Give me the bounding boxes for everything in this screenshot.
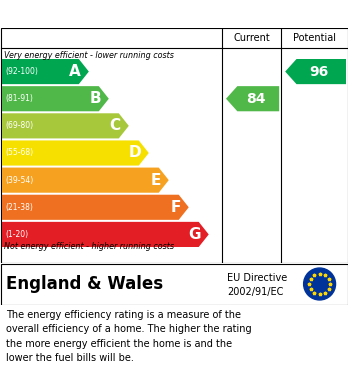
Text: Very energy efficient - lower running costs: Very energy efficient - lower running co… — [4, 51, 174, 60]
Text: A: A — [69, 64, 81, 79]
Text: Potential: Potential — [293, 33, 335, 43]
Polygon shape — [285, 59, 346, 84]
Polygon shape — [2, 195, 189, 220]
Text: G: G — [188, 227, 201, 242]
Text: (1-20): (1-20) — [5, 230, 28, 239]
Text: E: E — [150, 173, 161, 188]
Text: C: C — [110, 118, 121, 133]
Text: B: B — [89, 91, 101, 106]
Text: Not energy efficient - higher running costs: Not energy efficient - higher running co… — [4, 242, 174, 251]
Polygon shape — [2, 86, 109, 111]
Text: 96: 96 — [309, 65, 328, 79]
Polygon shape — [226, 86, 279, 111]
Text: (92-100): (92-100) — [5, 67, 38, 76]
Text: (39-54): (39-54) — [5, 176, 33, 185]
Polygon shape — [2, 222, 209, 247]
Text: (81-91): (81-91) — [5, 94, 33, 103]
Text: 2002/91/EC: 2002/91/EC — [227, 287, 283, 298]
Text: EU Directive: EU Directive — [227, 273, 287, 283]
Polygon shape — [2, 59, 89, 84]
Text: Energy Efficiency Rating: Energy Efficiency Rating — [14, 7, 224, 22]
Text: (21-38): (21-38) — [5, 203, 33, 212]
Text: Current: Current — [233, 33, 270, 43]
Circle shape — [304, 268, 335, 300]
Polygon shape — [2, 168, 169, 193]
Text: (69-80): (69-80) — [5, 121, 33, 130]
Text: 84: 84 — [246, 92, 266, 106]
Text: D: D — [128, 145, 141, 160]
Text: F: F — [171, 200, 181, 215]
Text: The energy efficiency rating is a measure of the
overall efficiency of a home. T: The energy efficiency rating is a measur… — [6, 310, 252, 363]
Text: (55-68): (55-68) — [5, 149, 33, 158]
Polygon shape — [2, 140, 149, 165]
Polygon shape — [2, 113, 129, 138]
Text: England & Wales: England & Wales — [6, 275, 163, 293]
